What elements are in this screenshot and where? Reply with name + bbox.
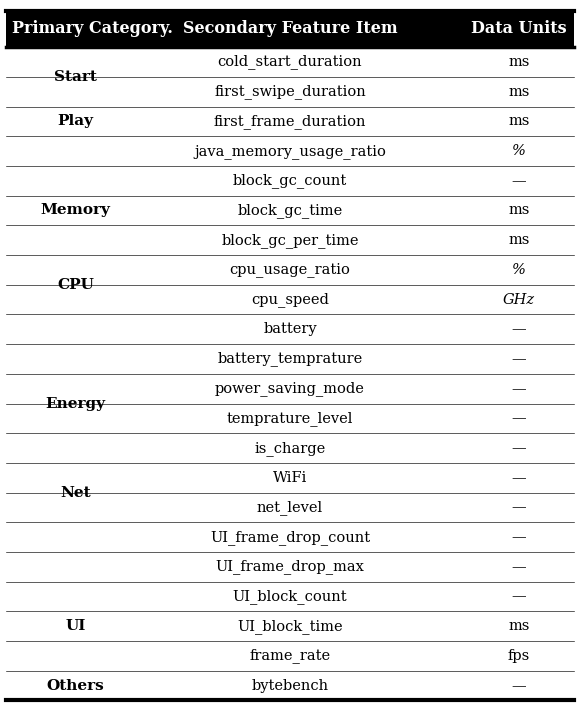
- Text: first_swipe_duration: first_swipe_duration: [214, 84, 366, 99]
- Text: %: %: [512, 144, 526, 158]
- Text: UI: UI: [65, 620, 86, 633]
- Text: UI_frame_drop_count: UI_frame_drop_count: [210, 529, 370, 545]
- Text: Energy: Energy: [45, 396, 106, 410]
- Text: Net: Net: [60, 486, 90, 500]
- Text: first_frame_duration: first_frame_duration: [214, 114, 366, 129]
- Text: battery: battery: [263, 322, 317, 337]
- Text: ms: ms: [509, 84, 530, 99]
- Text: —: —: [512, 471, 527, 485]
- Text: frame_rate: frame_rate: [249, 648, 331, 663]
- Text: is_charge: is_charge: [255, 441, 325, 455]
- Text: Others: Others: [46, 679, 104, 693]
- Bar: [6, 11, 574, 47]
- Text: %: %: [512, 263, 526, 277]
- Text: ms: ms: [509, 620, 530, 633]
- Text: GHz: GHz: [503, 293, 535, 306]
- Text: WiFi: WiFi: [273, 471, 307, 485]
- Text: Secondary Feature Item: Secondary Feature Item: [183, 20, 397, 37]
- Text: —: —: [512, 679, 527, 693]
- Text: —: —: [512, 501, 527, 515]
- Text: —: —: [512, 530, 527, 544]
- Text: Start: Start: [54, 70, 97, 84]
- Text: cpu_usage_ratio: cpu_usage_ratio: [230, 263, 350, 277]
- Text: Primary Category.: Primary Category.: [12, 20, 172, 37]
- Text: —: —: [512, 411, 527, 425]
- Text: Data Units: Data Units: [472, 20, 567, 37]
- Text: —: —: [512, 441, 527, 455]
- Text: ms: ms: [509, 55, 530, 69]
- Text: java_memory_usage_ratio: java_memory_usage_ratio: [194, 144, 386, 158]
- Text: UI_block_count: UI_block_count: [233, 589, 347, 604]
- Text: Memory: Memory: [41, 203, 110, 218]
- Text: temprature_level: temprature_level: [227, 411, 353, 426]
- Text: UI_frame_drop_max: UI_frame_drop_max: [216, 560, 364, 574]
- Text: ms: ms: [509, 203, 530, 218]
- Text: UI_block_time: UI_block_time: [237, 619, 343, 634]
- Text: Play: Play: [57, 115, 93, 128]
- Text: bytebench: bytebench: [252, 679, 328, 693]
- Text: —: —: [512, 560, 527, 574]
- Text: ms: ms: [509, 115, 530, 128]
- Text: cpu_speed: cpu_speed: [251, 292, 329, 307]
- Text: block_gc_time: block_gc_time: [237, 203, 343, 218]
- Text: CPU: CPU: [57, 278, 94, 291]
- Text: —: —: [512, 174, 527, 188]
- Text: block_gc_count: block_gc_count: [233, 173, 347, 188]
- Text: net_level: net_level: [257, 500, 323, 515]
- Text: —: —: [512, 382, 527, 396]
- Text: —: —: [512, 589, 527, 603]
- Text: block_gc_per_time: block_gc_per_time: [221, 233, 359, 248]
- Text: —: —: [512, 322, 527, 337]
- Text: battery_temprature: battery_temprature: [218, 351, 362, 366]
- Text: power_saving_mode: power_saving_mode: [215, 382, 365, 396]
- Text: fps: fps: [508, 649, 530, 663]
- Text: cold_start_duration: cold_start_duration: [218, 55, 362, 70]
- Text: ms: ms: [509, 233, 530, 247]
- Text: —: —: [512, 352, 527, 366]
